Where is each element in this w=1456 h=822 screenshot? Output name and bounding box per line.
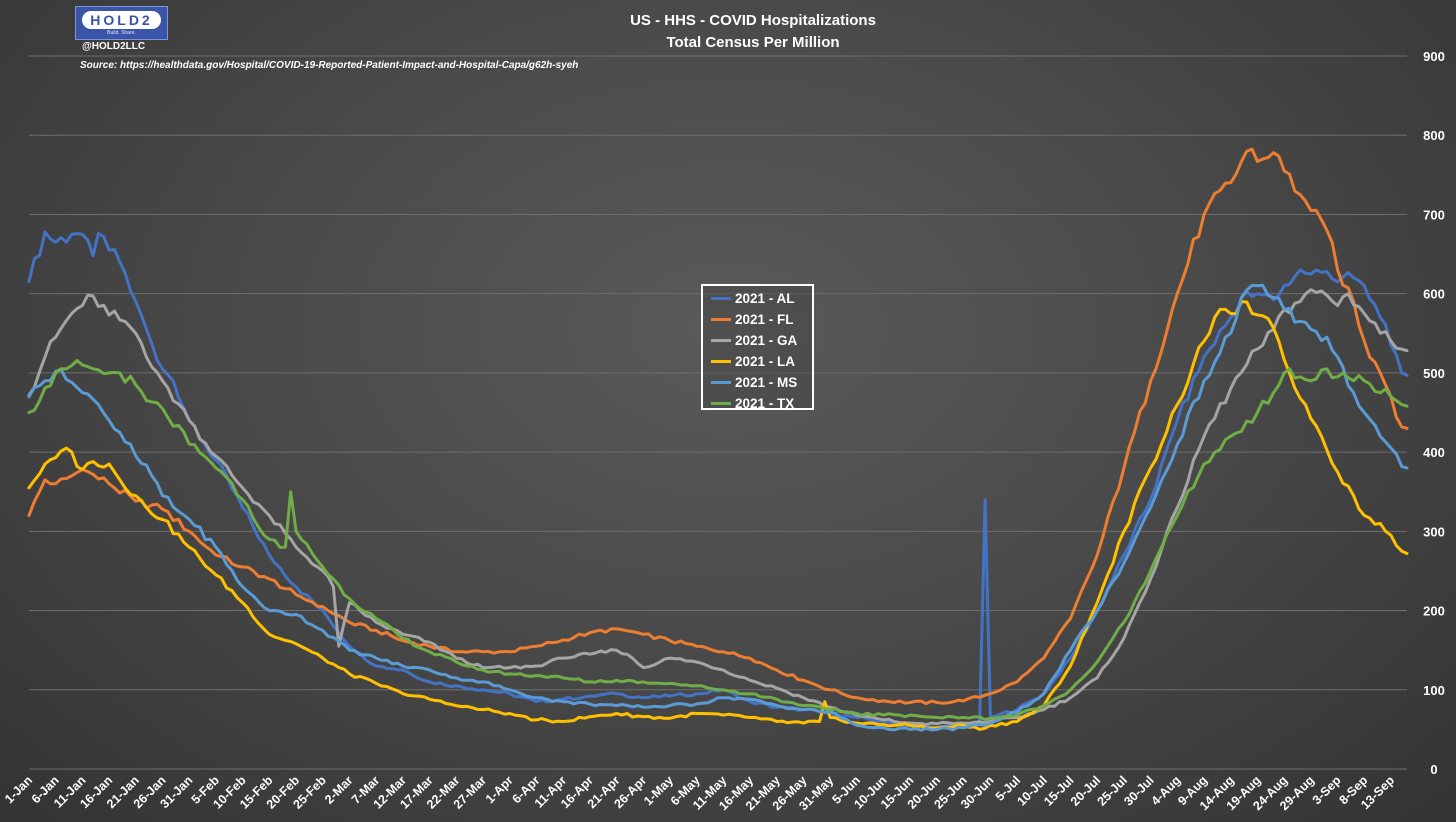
y-tick-label: 500 bbox=[1423, 366, 1445, 381]
legend-item: 2021 - MS bbox=[711, 372, 812, 393]
series-line-2021-tx bbox=[27, 359, 1409, 722]
y-tick-label: 100 bbox=[1423, 683, 1445, 698]
series-lines bbox=[27, 147, 1409, 732]
legend-swatch bbox=[711, 339, 731, 342]
legend-label: 2021 - GA bbox=[735, 333, 798, 348]
y-axis-ticks: 0 100 200 300 400 500 600 700 800 900 bbox=[1423, 49, 1445, 777]
y-tick-label: 600 bbox=[1423, 287, 1445, 302]
legend: 2021 - AL 2021 - FL 2021 - GA 2021 - LA 2021… bbox=[701, 284, 814, 411]
series-line-2021-al bbox=[27, 230, 1409, 730]
series-line-2021-fl bbox=[27, 147, 1409, 706]
legend-item: 2021 - AL bbox=[711, 288, 812, 309]
legend-swatch bbox=[711, 318, 731, 321]
legend-label: 2021 - MS bbox=[735, 375, 798, 390]
source-note: Source: https://healthdata.gov/Hospital/… bbox=[80, 60, 579, 71]
legend-swatch bbox=[711, 381, 731, 384]
series-line-2021-ms bbox=[27, 283, 1409, 732]
x-tick-label: 1-May bbox=[641, 773, 676, 808]
logo-tagline: Build. Share. bbox=[107, 30, 136, 36]
x-tick-label: 2-Mar bbox=[322, 773, 356, 807]
legend-label: 2021 - TX bbox=[735, 396, 795, 411]
x-axis-ticks: 1-Jan6-Jan11-Jan16-Jan21-Jan26-Jan31-Jan… bbox=[2, 773, 1397, 813]
legend-label: 2021 - LA bbox=[735, 354, 796, 369]
legend-swatch bbox=[711, 402, 731, 405]
legend-item: 2021 - FL bbox=[711, 309, 812, 330]
chart-title-line2: Total Census Per Million bbox=[666, 34, 840, 51]
legend-label: 2021 - AL bbox=[735, 291, 795, 306]
x-tick-label: 1-Jan bbox=[2, 773, 35, 806]
handle-label: @HOLD2LLC bbox=[82, 41, 146, 52]
x-tick-label: 4-Aug bbox=[1149, 773, 1184, 808]
legend-swatch bbox=[711, 360, 731, 363]
y-tick-label: 700 bbox=[1423, 207, 1445, 222]
logo: HOLD2 Build. Share. bbox=[75, 6, 168, 40]
x-tick-label: 3-Sep bbox=[1310, 773, 1344, 807]
y-tick-label: 900 bbox=[1423, 49, 1445, 64]
x-tick-label: 1-Apr bbox=[483, 773, 516, 806]
legend-swatch bbox=[711, 297, 731, 300]
y-tick-label: 300 bbox=[1423, 524, 1445, 539]
y-tick-label: 800 bbox=[1423, 128, 1445, 143]
logo-text: HOLD2 bbox=[82, 11, 161, 29]
y-tick-label: 0 bbox=[1430, 762, 1437, 777]
legend-label: 2021 - FL bbox=[735, 312, 794, 327]
series-line-2021-la bbox=[27, 300, 1409, 731]
x-tick-label: 30-Jul bbox=[1121, 773, 1156, 808]
series-line-2021-ga bbox=[27, 288, 1409, 727]
chart-title: US - HHS - COVID Hospitalizations Total … bbox=[500, 10, 1006, 54]
y-tick-label: 400 bbox=[1423, 445, 1445, 460]
chart-title-line1: US - HHS - COVID Hospitalizations bbox=[630, 12, 876, 29]
legend-item: 2021 - LA bbox=[711, 351, 812, 372]
legend-item: 2021 - GA bbox=[711, 330, 812, 351]
y-tick-label: 200 bbox=[1423, 604, 1445, 619]
legend-item: 2021 - TX bbox=[711, 393, 812, 414]
